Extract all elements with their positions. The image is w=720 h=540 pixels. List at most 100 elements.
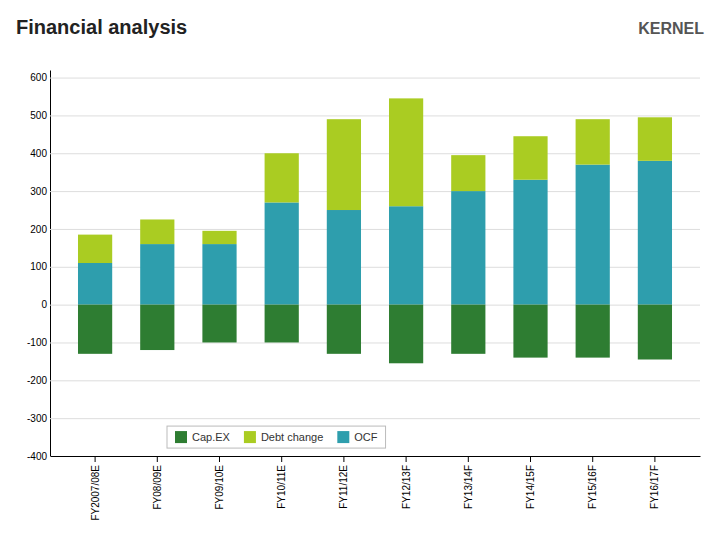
legend-item: OCF (337, 431, 378, 443)
y-tick: 600 (30, 72, 700, 83)
y-tick-label: -400 (27, 451, 47, 462)
grid-line (50, 380, 700, 381)
bar (576, 119, 610, 164)
bar (140, 305, 174, 350)
bar (513, 136, 547, 180)
x-tick-label: FY15/16F (587, 465, 598, 509)
bar (389, 305, 423, 364)
grid-line (50, 418, 700, 419)
y-tick-label: 600 (30, 72, 47, 83)
bar (389, 206, 423, 304)
tick-mark (406, 456, 407, 462)
legend-label: Debt change (261, 431, 323, 443)
series (78, 161, 672, 305)
x-tick-label: FY16/17F (649, 465, 660, 509)
x-tick-label: FY2007/08E (90, 465, 101, 521)
tick-mark (468, 456, 469, 462)
x-axis-line (51, 456, 701, 457)
y-tick-label: 400 (30, 148, 47, 159)
bar (327, 305, 361, 354)
y-tick-label: -200 (27, 375, 47, 386)
bar (576, 305, 610, 358)
grid-line (50, 78, 700, 79)
legend: Cap.EX Debt change OCF (167, 426, 386, 448)
bar (513, 305, 547, 358)
bar (451, 305, 485, 354)
legend-box (167, 426, 386, 448)
y-tick: -400 (27, 451, 700, 462)
grid-line (50, 115, 700, 116)
bar (140, 244, 174, 305)
x-tick-label: FY10/11E (276, 465, 287, 509)
y-tick-label: 300 (30, 186, 47, 197)
y-axis: -400 -300 -200 -100 0 100 200 300 400 500 600 (27, 71, 700, 462)
x-tick: FY13/14F (463, 456, 474, 509)
tick-mark (530, 456, 531, 462)
series (78, 305, 672, 364)
bar (327, 119, 361, 210)
bar (638, 117, 672, 161)
y-tick-label: -300 (27, 413, 47, 424)
bar (78, 263, 112, 305)
legend-swatch (337, 431, 349, 443)
x-tick: FY15/16F (587, 456, 598, 509)
x-tick: FY14/15F (525, 456, 536, 509)
legend-item: Debt change (244, 431, 323, 443)
x-tick: FY2007/08E (90, 456, 101, 521)
tick-mark (95, 456, 96, 462)
bars (78, 98, 672, 363)
tick-mark (157, 456, 158, 462)
y-tick-label: 500 (30, 110, 47, 121)
tick-mark (654, 456, 655, 462)
x-tick: FY08/09E (152, 456, 163, 509)
bar (638, 161, 672, 305)
annotation: KERNEL (638, 20, 704, 37)
bar (202, 231, 236, 244)
tick-mark (343, 456, 344, 462)
y-tick-label: 0 (41, 299, 47, 310)
legend-swatch (175, 431, 187, 443)
bar (513, 180, 547, 305)
legend-item: Cap.EX (175, 431, 231, 443)
y-tick: -300 (27, 413, 700, 424)
x-tick-label: FY09/10E (214, 465, 225, 510)
grid-line (50, 456, 700, 457)
y-tick: -200 (27, 375, 700, 386)
bar (78, 235, 112, 263)
title: Financial analysis (16, 16, 187, 38)
bar (265, 202, 299, 304)
x-tick: FY11/12E (338, 456, 349, 509)
tick-mark (592, 456, 593, 462)
x-axis: FY2007/08E FY08/09E FY09/10E FY10/11E FY11/1… (51, 456, 701, 521)
bar (78, 305, 112, 354)
bar (265, 153, 299, 202)
x-tick-label: FY11/12E (338, 465, 349, 509)
bar (638, 305, 672, 360)
bar (140, 219, 174, 244)
y-tick-label: 200 (30, 224, 47, 235)
legend-label: OCF (354, 431, 378, 443)
bar (451, 191, 485, 305)
x-tick-label: FY13/14F (463, 465, 474, 509)
bar (327, 210, 361, 305)
bar (202, 244, 236, 305)
x-tick-label: FY12/13F (401, 465, 412, 509)
x-tick: FY10/11E (276, 456, 287, 509)
bar (451, 155, 485, 191)
y-tick-label: 100 (30, 261, 47, 272)
x-tick-label: FY14/15F (525, 465, 536, 509)
y-tick-label: -100 (27, 337, 47, 348)
chart: Financial analysis KERNEL -400 -300 -200 -100… (0, 0, 720, 540)
legend-label: Cap.EX (192, 431, 231, 443)
bar (202, 305, 236, 343)
legend-swatch (244, 431, 256, 443)
x-tick: FY09/10E (214, 456, 225, 509)
x-tick: FY12/13F (401, 456, 412, 509)
tick-mark (281, 456, 282, 462)
series (78, 98, 672, 263)
bar (265, 305, 299, 343)
x-tick: FY16/17F (649, 456, 660, 509)
bar (389, 98, 423, 206)
tick-mark (219, 456, 220, 462)
bar (576, 165, 610, 305)
